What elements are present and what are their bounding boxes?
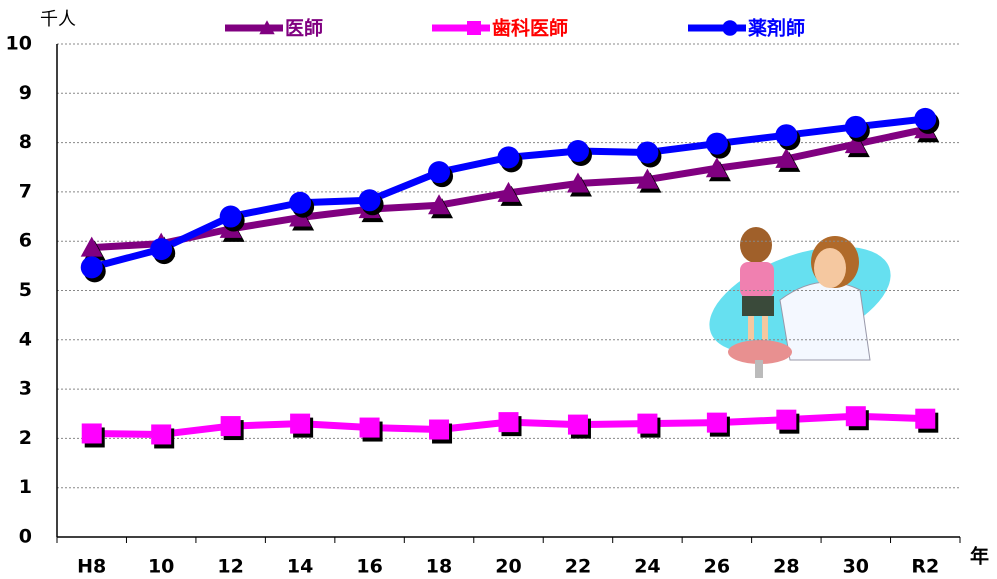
x-tick-label: 20	[495, 556, 521, 578]
x-tick-label: 16	[356, 556, 382, 578]
x-tick-label: R2	[911, 556, 939, 578]
marker	[568, 415, 588, 435]
marker	[151, 424, 171, 444]
x-tick-label: 14	[287, 556, 313, 578]
y-tick-label: 0	[19, 526, 32, 548]
illustration	[695, 225, 904, 378]
marker	[81, 256, 103, 278]
marker	[706, 133, 728, 155]
y-tick-label: 9	[19, 82, 32, 104]
marker	[429, 420, 449, 440]
legend-label: 薬剤師	[747, 17, 805, 40]
marker	[637, 414, 657, 434]
marker	[636, 141, 658, 163]
marker	[775, 124, 797, 146]
chart: 千人 年 012345678910H8101214161820222426283…	[0, 0, 997, 579]
y-unit: 千人	[40, 9, 76, 30]
x-tick-label: 12	[217, 556, 243, 578]
y-tick-label: 7	[19, 180, 32, 202]
marker	[707, 413, 727, 433]
x-tick-label: 22	[565, 556, 591, 578]
marker	[499, 412, 519, 432]
marker	[360, 418, 380, 438]
y-tick-label: 4	[19, 328, 32, 350]
y-tick-label: 8	[19, 131, 32, 153]
y-tick-label: 3	[19, 378, 32, 400]
marker	[914, 108, 936, 130]
x-axis-label: 年	[970, 545, 989, 568]
legend-marker	[722, 20, 737, 35]
marker	[915, 409, 935, 429]
y-tick-label: 6	[19, 230, 32, 252]
x-tick-label: 26	[704, 556, 730, 578]
marker	[220, 206, 242, 228]
y-tick-label: 1	[19, 476, 32, 498]
y-tick-label: 10	[6, 33, 32, 55]
y-tick-label: 2	[19, 427, 32, 449]
marker	[221, 416, 241, 436]
x-tick-label: 28	[773, 556, 799, 578]
marker	[776, 410, 796, 430]
x-tick-label: 18	[426, 556, 452, 578]
legend-label: 歯科医師	[492, 17, 568, 40]
x-tick-label: H8	[77, 556, 106, 578]
marker	[846, 406, 866, 426]
x-tick-label: 24	[634, 556, 660, 578]
legend-marker	[467, 21, 481, 35]
marker	[845, 116, 867, 138]
legend-label: 医師	[285, 17, 323, 40]
x-tick-label: 10	[148, 556, 174, 578]
marker	[428, 161, 450, 183]
marker	[359, 189, 381, 211]
marker	[289, 192, 311, 214]
marker	[150, 238, 172, 260]
marker	[498, 146, 520, 168]
x-tick-label: 30	[843, 556, 869, 578]
marker	[290, 414, 310, 434]
marker	[567, 140, 589, 162]
marker	[82, 423, 102, 443]
y-tick-label: 5	[19, 279, 32, 301]
